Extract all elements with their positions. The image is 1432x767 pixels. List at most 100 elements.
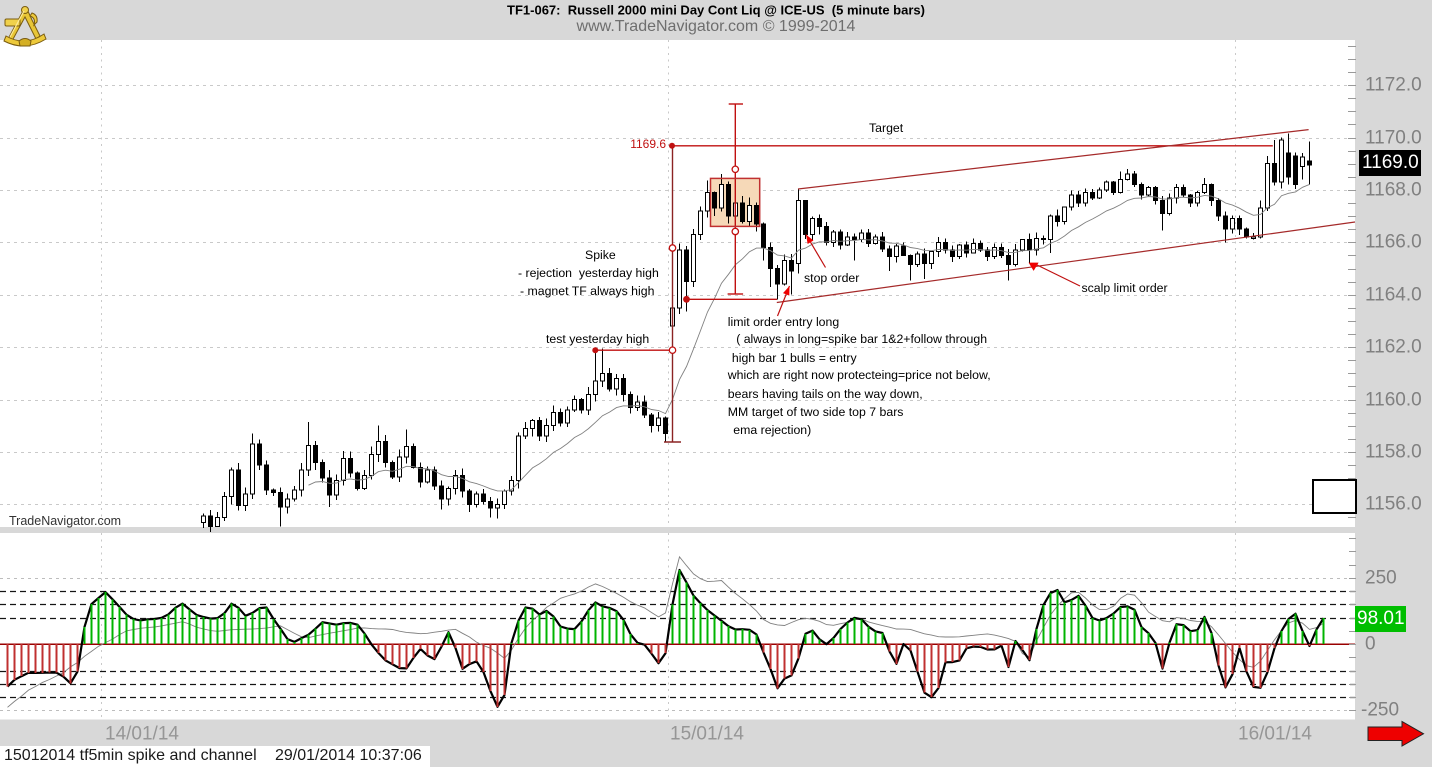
candle-body-up [1146,186,1151,196]
price-axis-label: 1166.0 [1365,231,1422,253]
candle-body-up [1062,206,1067,222]
price-axis-label: 1168.0 [1365,179,1422,201]
candle-body-up [831,231,836,243]
scalp-arrow[interactable] [1034,263,1081,287]
current-price-value: 1169.0 [1362,152,1419,173]
candle-body-down [1272,163,1277,183]
date-axis-label: 15/01/14 [670,723,744,745]
spike-measure-line-handle[interactable] [668,346,677,355]
candle-body-up [495,503,500,509]
chart-title: TF1-067: Russell 2000 mini Day Cont Liq … [507,2,925,18]
candle-body-down [768,247,773,269]
candle-body-up [1118,178,1123,194]
oscillator-histogram [6,570,1325,707]
candle-body-down [1006,254,1011,266]
candle-body-up [957,244,962,258]
candle-body-down [866,232,871,245]
watermark-text: TradeNavigator.com [9,514,122,528]
candle-body-up [362,474,367,490]
candle-body-down [1132,173,1137,186]
spike-measure-line-handle[interactable] [668,244,677,252]
osc-axis-label: 250 [1365,567,1397,589]
candle-body-up [796,199,801,264]
moving-average-line [308,183,1310,492]
candle-body-down [754,205,759,225]
empty-annotation-box[interactable] [1312,479,1357,514]
candle-body-up [404,446,409,458]
annotation-drawings[interactable] [592,103,1357,514]
price-axis-label: 1160.0 [1365,389,1422,410]
osc-axis-label: 0 [1365,633,1376,655]
spike-label: Spike [585,247,616,262]
sextant-logo-icon[interactable] [2,3,48,47]
candle-body-up [201,515,206,524]
candle-body-down [726,184,731,217]
candle-body-up [369,454,374,476]
date-axis-label: 16/01/14 [1238,723,1312,745]
osc-axis-label: -250 [1361,699,1400,721]
candle-body-up [705,192,710,212]
candle-body-up [936,241,941,252]
chart-subtitle: www.TradeNavigator.com © 1999-2014 [576,18,856,35]
oscillator-pane [0,533,1356,720]
channel-upper-line[interactable] [797,129,1309,190]
candle-body-down [908,254,913,266]
candle-body-up [1048,215,1053,241]
candle-body-down [621,378,626,395]
entry-line-dot[interactable] [683,295,690,303]
candle-body-up [635,401,640,408]
candle-body-up [1167,197,1172,214]
note-line-3: high bar 1 bulls = entry [731,350,857,365]
level-label: 1169.6 [630,137,666,151]
candle-body-up [600,372,605,382]
candle-body-up [509,480,514,492]
candle-body-up [292,489,297,500]
box-measure-line-handle[interactable] [731,227,740,236]
candle-body-down [817,218,822,228]
test-line-dot[interactable] [592,347,599,354]
spike-box[interactable] [709,177,761,228]
entry-arrow-head [783,286,790,296]
candle-body-up [229,469,234,497]
target-line-dot[interactable] [669,142,675,149]
candle-body-down [628,393,633,408]
candle-body-up [453,474,458,490]
candle-body-up [299,469,304,491]
box-measure-line-handle[interactable] [731,165,740,174]
candle-body-down [978,243,983,251]
candle-body-down [803,199,808,235]
candle-body-up [698,210,703,235]
candle-body-up [656,417,661,427]
candle-body-up [376,440,381,456]
stop-order-label: stop order [804,270,860,285]
candle-body-up [1251,236,1256,239]
candle-body-down [1216,199,1221,217]
candle-body-down [327,477,332,496]
price-axis-label: 1158.0 [1365,441,1422,463]
candle-body-down [852,236,857,241]
stop-order-arrow-head [806,234,814,244]
candle-body-down [537,419,542,437]
candle-body-down [1041,237,1046,241]
candle-body-down [348,457,353,474]
candle-body-down [649,414,654,427]
scalp-label: scalp limit order [1081,280,1168,295]
candle-body-up [243,493,248,507]
candle-body-up [565,409,570,424]
candle-body-up [1104,181,1109,191]
rejection-label: - rejection yesterday high [518,265,659,280]
test-high-label: test yesterday high [546,331,650,346]
candle-body-up [1300,156,1305,167]
current-price-box: 1169.0 [1359,150,1421,176]
magnet-label: - magnet TF always high [520,283,655,298]
candle-body-up [544,425,549,437]
candle-body-down [418,467,423,483]
scroll-right-arrow[interactable] [1367,720,1425,747]
candle-body-up [1125,173,1130,180]
candle-body-up [425,469,430,483]
candle-body-down [1153,186,1158,201]
candle-body-down [684,249,689,283]
candle-body-down [1293,155,1298,186]
channel-lower-line[interactable] [776,221,1356,304]
